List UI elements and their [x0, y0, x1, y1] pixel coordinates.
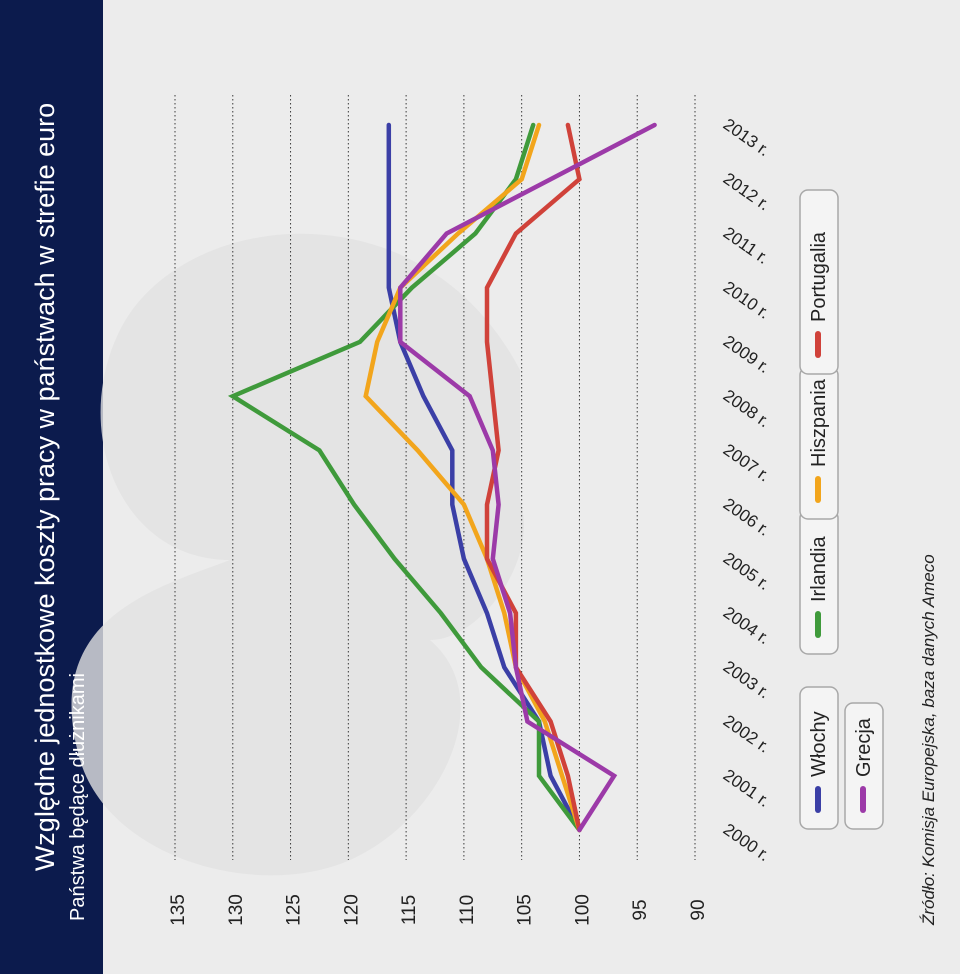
legend-item-box	[799, 686, 839, 830]
year-tick-label: 2009 r.	[720, 332, 773, 377]
background-swirl	[71, 233, 524, 876]
value-tick-label: 105	[515, 894, 536, 926]
value-tick-label: 125	[284, 894, 305, 926]
year-tick-label: 2001 r.	[720, 765, 773, 810]
value-tick-label: 135	[168, 894, 189, 926]
year-tick-label: 2013 r.	[720, 115, 773, 160]
chart-title: Względne jednostkowe koszty pracy w pańs…	[30, 103, 60, 871]
year-tick-label: 2004 r.	[720, 603, 773, 648]
value-tick-label: 100	[572, 894, 593, 926]
legend-label: Włochy	[808, 711, 830, 777]
value-tick-label: 120	[341, 894, 362, 926]
value-tick-label: 130	[226, 894, 247, 926]
legend-item-box	[844, 702, 884, 830]
year-tick-label: 2011 r.	[720, 223, 772, 268]
chart-subtitle: Państwa będące dłużnikami	[67, 673, 89, 921]
year-tick-label: 2010 r.	[720, 277, 773, 322]
year-tick-label: 2008 r.	[720, 386, 773, 431]
source-note: Źródło: Komisja Europejska, baza danych …	[919, 554, 938, 926]
legend: Włochy Irlandia Hiszpania Portugalia Grecja	[799, 189, 884, 830]
year-tick-label: 2002 r.	[720, 711, 773, 756]
series-line	[484, 122, 582, 833]
year-tick-label: 2003 r.	[720, 657, 773, 702]
legend-label: Irlandia	[808, 536, 830, 602]
value-tick-label: 90	[688, 899, 709, 920]
year-tick-label: 2007 r.	[720, 440, 773, 485]
series-line	[363, 122, 582, 833]
legend-label: Grecja	[853, 717, 875, 777]
series-line	[398, 122, 657, 833]
value-tick-label: 115	[399, 895, 420, 925]
series-line	[386, 122, 582, 833]
value-tick-label: 95	[630, 899, 651, 920]
value-tick-label: 110	[457, 895, 478, 925]
series-line	[227, 122, 582, 833]
year-tick-label: 2005 r.	[720, 549, 773, 594]
year-tick-label: 2012 r.	[720, 169, 773, 214]
title-bar	[0, 0, 103, 974]
legend-label: Hiszpania	[808, 378, 830, 467]
legend-item-box	[799, 189, 839, 375]
year-tick-label: 2006 r.	[720, 494, 773, 539]
legend-label: Portugalia	[808, 231, 830, 322]
year-tick-label: 2000 r.	[720, 820, 773, 865]
